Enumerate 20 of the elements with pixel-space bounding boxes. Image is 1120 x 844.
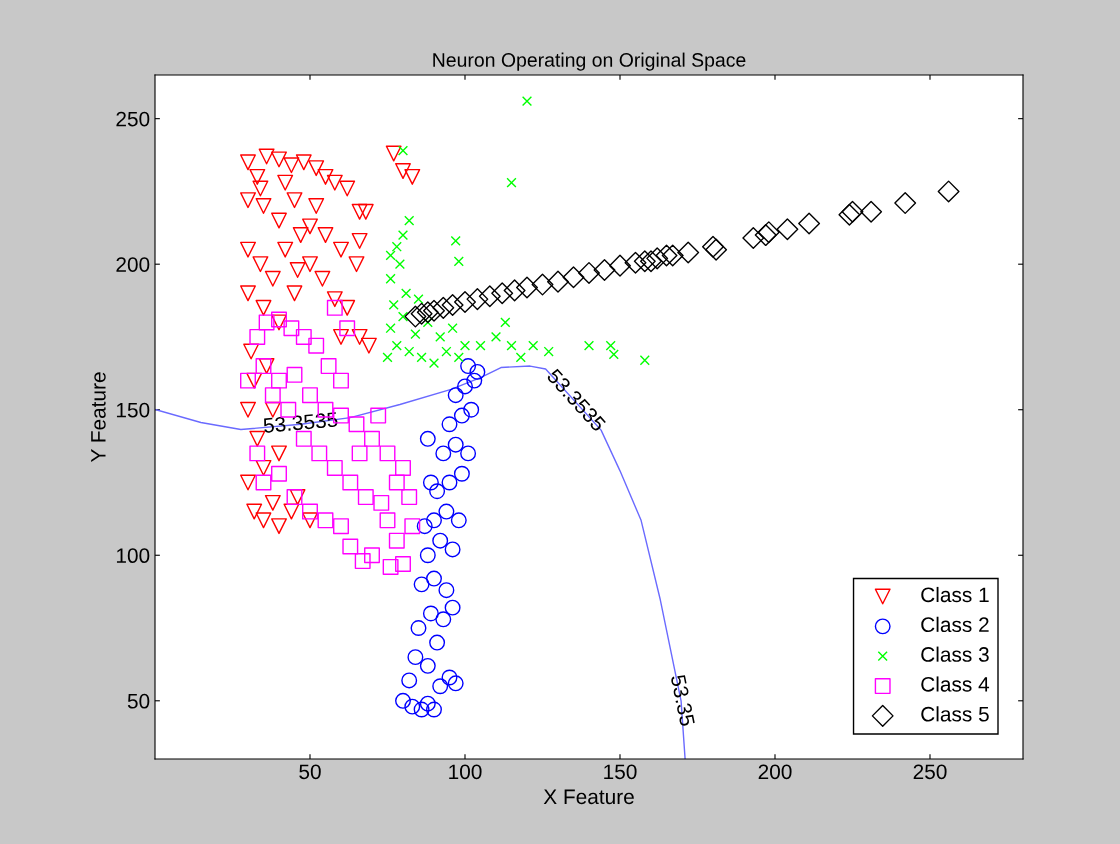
legend-label: Class 2 xyxy=(921,616,989,633)
x-axis-title: X Feature xyxy=(543,789,634,805)
legend-label: Class 5 xyxy=(921,706,989,722)
x-tick-label: 250 xyxy=(913,764,947,780)
y-axis-title: Y Feature xyxy=(91,372,106,463)
annotation: 53.35 xyxy=(670,674,696,727)
y-tick-label: 250 xyxy=(116,111,150,127)
legend-label: Class 3 xyxy=(921,646,989,662)
annotation: 53.3535 xyxy=(263,411,338,434)
x-tick-label: 50 xyxy=(299,764,321,780)
x-tick-label: 200 xyxy=(758,764,792,780)
x-tick-label: 150 xyxy=(604,764,637,780)
y-tick-label: 100 xyxy=(116,548,150,564)
chart-title: Neuron Operating on Original Space xyxy=(433,52,746,71)
legend-label: Class 4 xyxy=(921,676,990,692)
legend-label: Class 1 xyxy=(921,586,989,603)
y-tick-label: 50 xyxy=(127,693,150,709)
x-tick-label: 100 xyxy=(449,764,482,780)
y-tick-label: 200 xyxy=(116,257,150,272)
y-tick-label: 150 xyxy=(116,402,150,418)
